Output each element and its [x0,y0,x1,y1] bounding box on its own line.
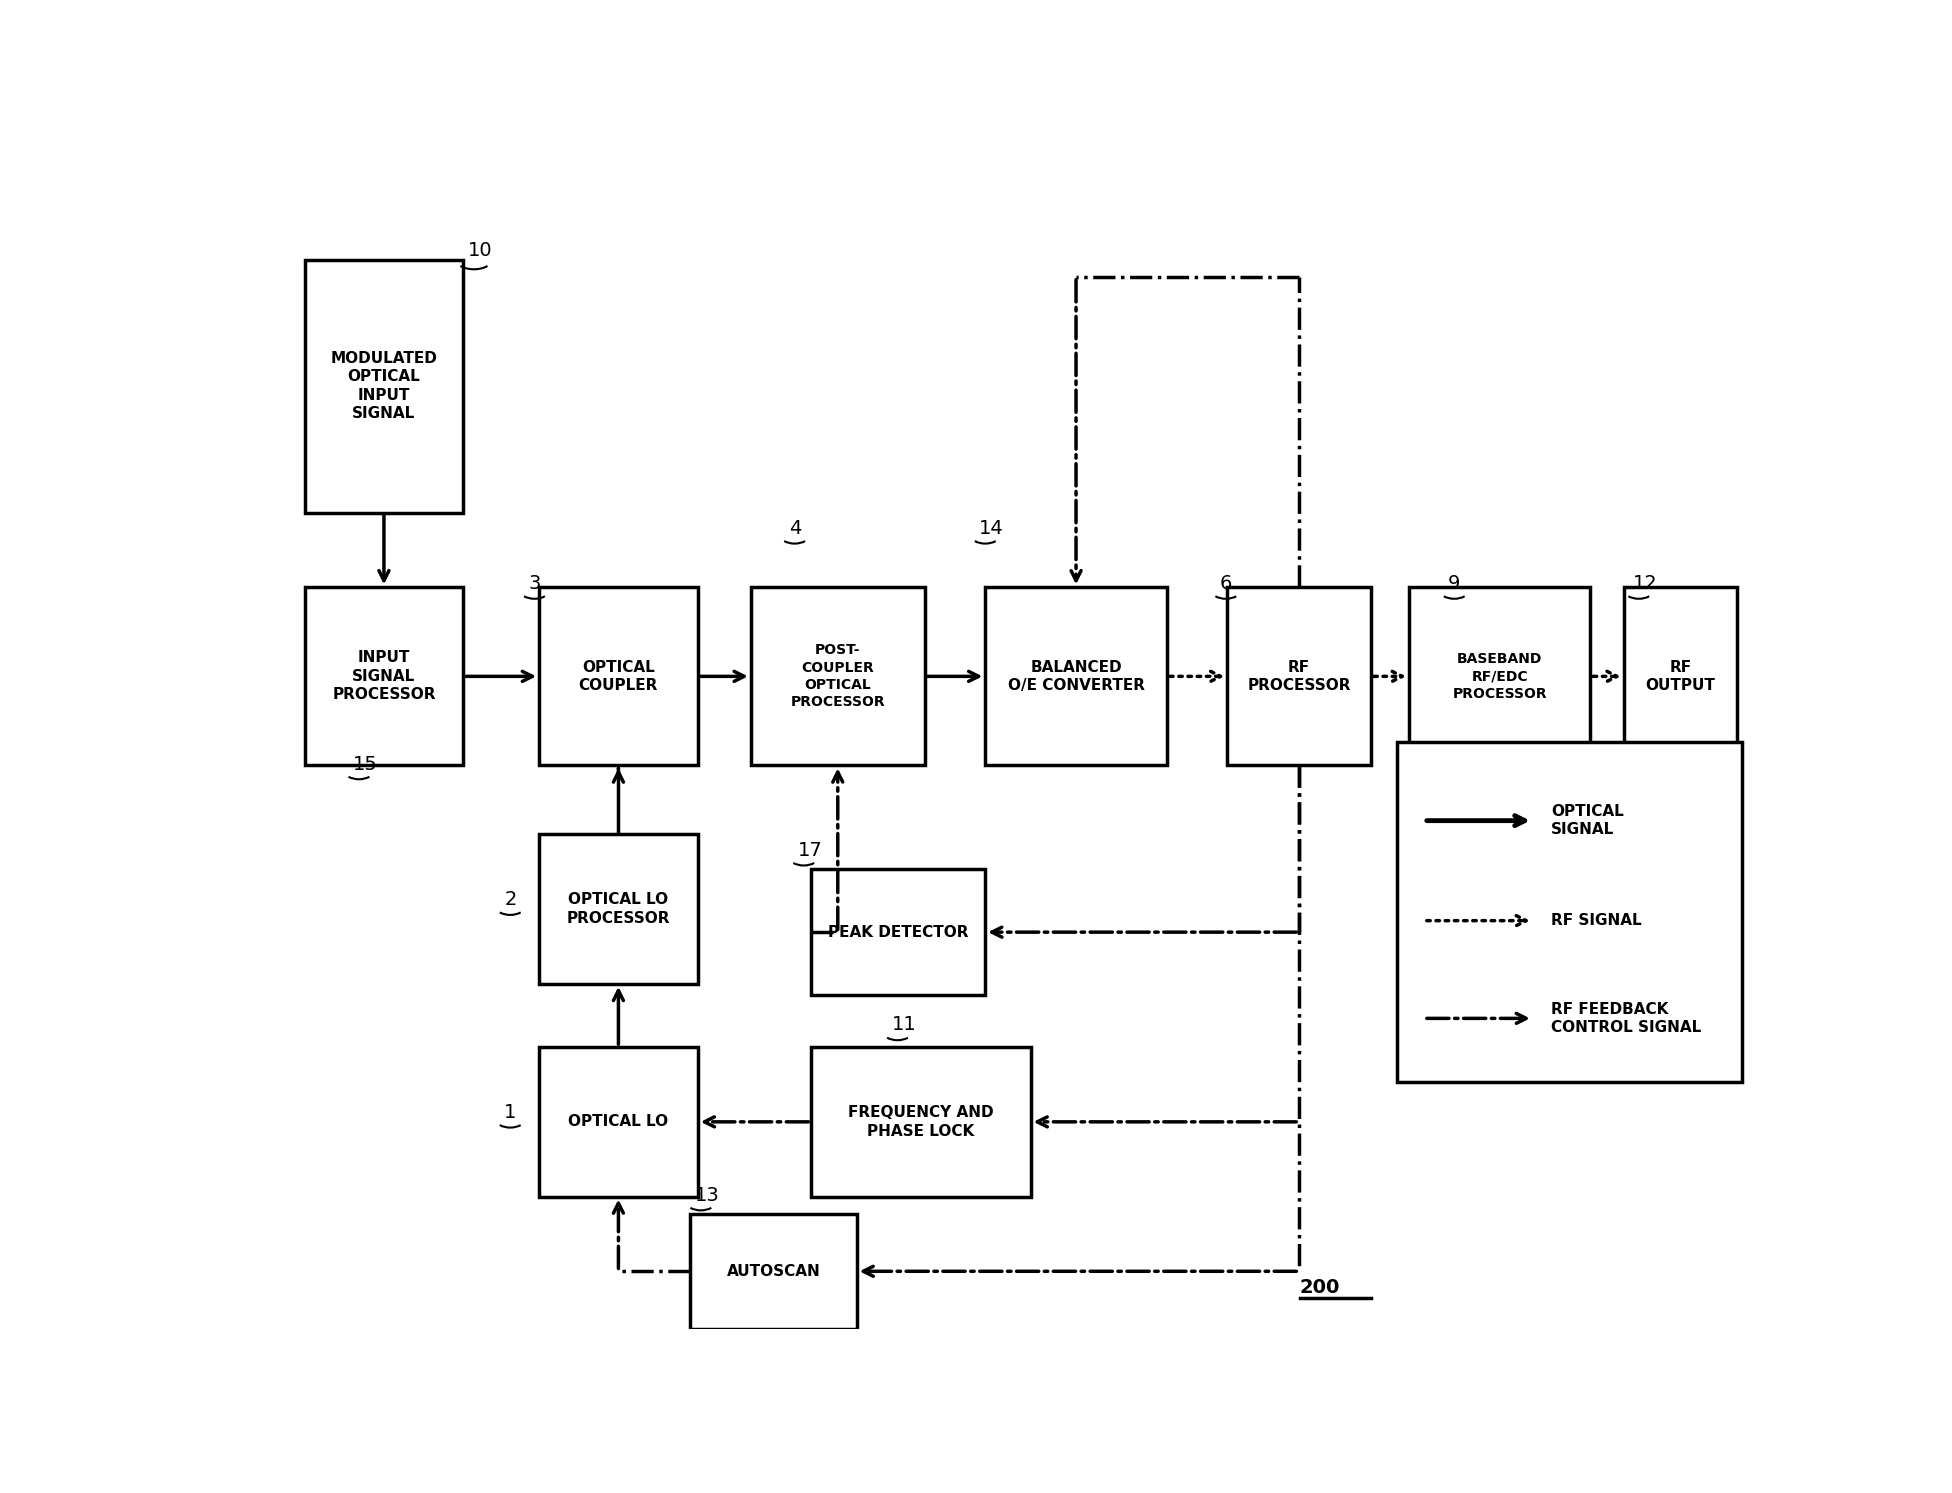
Text: OPTICAL LO: OPTICAL LO [568,1114,668,1129]
FancyBboxPatch shape [812,1047,1031,1196]
FancyBboxPatch shape [1228,587,1370,766]
Text: 10: 10 [468,240,492,260]
Text: OPTICAL LO
PROCESSOR: OPTICAL LO PROCESSOR [566,893,670,926]
FancyBboxPatch shape [305,587,463,766]
FancyBboxPatch shape [1624,587,1737,766]
Text: 17: 17 [798,841,822,860]
Text: AUTOSCAN: AUTOSCAN [726,1263,820,1280]
Text: BALANCED
O/E CONVERTER: BALANCED O/E CONVERTER [1007,660,1144,693]
FancyBboxPatch shape [539,835,699,984]
Text: 4: 4 [789,520,800,537]
Text: 11: 11 [892,1015,915,1035]
Text: 1: 1 [504,1103,517,1121]
Text: MODULATED
OPTICAL
INPUT
SIGNAL: MODULATED OPTICAL INPUT SIGNAL [330,351,437,421]
FancyBboxPatch shape [812,869,986,996]
Text: 2: 2 [504,890,517,909]
FancyBboxPatch shape [539,1047,699,1196]
Text: 3: 3 [529,573,541,593]
FancyBboxPatch shape [305,260,463,512]
Text: 12: 12 [1632,573,1657,593]
Text: OPTICAL
COUPLER: OPTICAL COUPLER [578,660,658,693]
FancyBboxPatch shape [691,1214,857,1329]
FancyBboxPatch shape [752,587,925,766]
Text: 14: 14 [980,520,1003,537]
Text: POST-
COUPLER
OPTICAL
PROCESSOR: POST- COUPLER OPTICAL PROCESSOR [791,643,884,709]
Text: INPUT
SIGNAL
PROCESSOR: INPUT SIGNAL PROCESSOR [332,651,435,703]
Text: PEAK DETECTOR: PEAK DETECTOR [828,924,968,939]
Text: RF SIGNAL: RF SIGNAL [1552,914,1642,929]
Text: RF
OUTPUT: RF OUTPUT [1646,660,1716,693]
Text: 13: 13 [695,1185,720,1205]
FancyBboxPatch shape [539,587,699,766]
FancyBboxPatch shape [986,587,1167,766]
Text: RF FEEDBACK
CONTROL SIGNAL: RF FEEDBACK CONTROL SIGNAL [1552,1002,1702,1035]
Text: 9: 9 [1448,573,1460,593]
FancyBboxPatch shape [1409,587,1591,766]
Text: 6: 6 [1220,573,1232,593]
FancyBboxPatch shape [1398,742,1741,1081]
Text: BASEBAND
RF/EDC
PROCESSOR: BASEBAND RF/EDC PROCESSOR [1452,652,1546,700]
Text: FREQUENCY AND
PHASE LOCK: FREQUENCY AND PHASE LOCK [849,1105,994,1139]
Text: 200: 200 [1300,1278,1341,1296]
Text: 15: 15 [353,754,379,773]
Text: RF
PROCESSOR: RF PROCESSOR [1247,660,1351,693]
Text: OPTICAL
SIGNAL: OPTICAL SIGNAL [1552,805,1624,838]
